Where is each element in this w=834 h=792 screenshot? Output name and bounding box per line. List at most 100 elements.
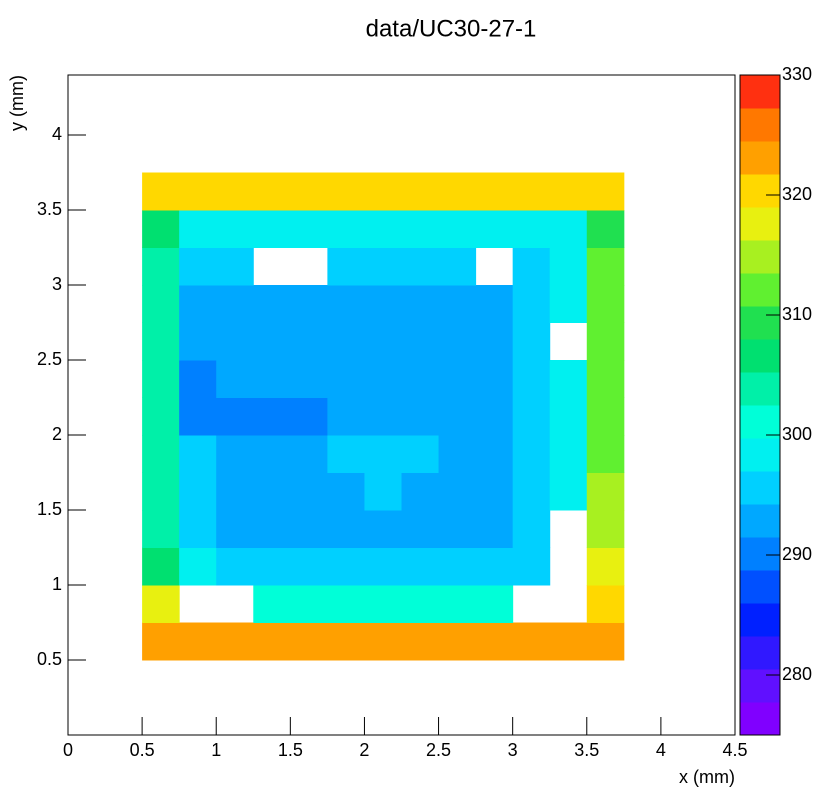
heatmap-cell — [179, 397, 217, 436]
heatmap-cell — [290, 510, 328, 548]
heatmap-cell — [216, 210, 254, 248]
heatmap-cell — [327, 247, 365, 286]
heatmap-cell — [290, 285, 328, 323]
heatmap-cell — [438, 360, 477, 398]
heatmap-cell — [475, 435, 514, 473]
heatmap-cell — [253, 585, 291, 623]
heatmap-cell — [179, 285, 217, 323]
heatmap-cell — [401, 172, 440, 211]
heatmap-cell — [253, 472, 291, 511]
heatmap-cell — [401, 547, 440, 586]
heatmap-cell — [512, 285, 551, 323]
colorbar-band — [740, 207, 780, 241]
heatmap-cell — [290, 172, 328, 211]
heatmap-cell — [253, 397, 291, 436]
heatmap-cell — [586, 397, 625, 436]
heatmap-cell — [475, 397, 514, 436]
heatmap-cell — [179, 472, 217, 511]
colorbar-band — [740, 504, 780, 538]
colorbar-band — [740, 702, 780, 736]
heatmap-cell — [142, 510, 180, 548]
heatmap-cell — [216, 247, 254, 286]
heatmap-cell — [179, 172, 217, 211]
heatmap-cell — [179, 247, 217, 286]
heatmap-cell — [253, 210, 291, 248]
heatmap-cell — [179, 547, 217, 586]
heatmap-cell — [290, 435, 328, 473]
heatmap-cell — [438, 472, 477, 511]
heatmap-cell — [179, 210, 217, 248]
heatmap-cell — [253, 285, 291, 323]
heatmap-cell — [586, 172, 625, 211]
colorbar-band — [740, 537, 780, 571]
colorbar-band — [740, 141, 780, 175]
heatmap-cell — [290, 397, 328, 436]
heatmap-cell — [364, 210, 402, 248]
heatmap-cell — [401, 397, 440, 436]
heatmap-cell — [216, 360, 254, 398]
heatmap-cell — [586, 322, 625, 361]
y-tick-label: 3.5 — [37, 199, 62, 219]
heatmap-cell — [327, 622, 365, 661]
heatmap-cell — [179, 435, 217, 473]
heatmap-cell — [290, 472, 328, 511]
y-axis-label: y (mm) — [7, 75, 27, 131]
heatmap-cell — [327, 397, 365, 436]
heatmap-cell — [327, 547, 365, 586]
heatmap-cell — [438, 547, 477, 586]
colorbar-band — [740, 570, 780, 604]
plot-frame — [67, 74, 736, 736]
heatmap-cell — [364, 322, 402, 361]
heatmap-cell — [290, 360, 328, 398]
heatmap-cell — [364, 172, 402, 211]
z-tick-label: 320 — [782, 184, 812, 204]
colorbar-band — [740, 438, 780, 472]
heatmap-cell — [364, 622, 402, 661]
heatmap-cell — [364, 435, 402, 473]
heatmap-cell — [549, 435, 588, 473]
heatmap-cell — [475, 510, 514, 548]
heatmap-cell — [216, 322, 254, 361]
heatmap-cell — [512, 435, 551, 473]
heatmap-cell — [327, 360, 365, 398]
heatmap-cell — [475, 360, 514, 398]
heatmap-cell — [512, 247, 551, 286]
heatmap-cell — [179, 322, 217, 361]
x-tick-label: 1 — [211, 740, 221, 760]
heatmap-cell — [179, 622, 217, 661]
heatmap-cell — [401, 285, 440, 323]
heatmap-cell — [438, 397, 477, 436]
colorbar-band — [740, 372, 780, 406]
x-tick-label: 4.5 — [722, 740, 747, 760]
heatmap-cell — [142, 247, 180, 286]
heatmap-cell — [327, 510, 365, 548]
heatmap-cell — [475, 172, 514, 211]
heatmap-cell — [475, 210, 514, 248]
heatmap-cell — [290, 210, 328, 248]
heatmap-cell — [142, 622, 180, 661]
heatmap-cell — [475, 285, 514, 323]
heatmap-cell — [179, 360, 217, 398]
colorbar-band — [740, 669, 780, 703]
heatmap-cell — [327, 285, 365, 323]
colorbar-band — [740, 339, 780, 373]
heatmap-cell — [512, 322, 551, 361]
heatmap-cell — [142, 322, 180, 361]
heatmap-cell — [438, 285, 477, 323]
x-tick-label: 1.5 — [278, 740, 303, 760]
heatmap-cell — [216, 622, 254, 661]
z-tick-label: 290 — [782, 544, 812, 564]
colorbar-band — [740, 174, 780, 208]
heatmap-cell — [549, 360, 588, 398]
heatmap-cell — [364, 585, 402, 623]
heatmap-cell — [475, 322, 514, 361]
colorbar-band — [740, 603, 780, 637]
heatmap-cell — [290, 585, 328, 623]
heatmap-cell — [401, 247, 440, 286]
heatmap-cell — [142, 285, 180, 323]
heatmap-cell — [586, 360, 625, 398]
heatmap-cell — [512, 472, 551, 511]
y-tick-label: 0.5 — [37, 649, 62, 669]
heatmap-cell — [512, 360, 551, 398]
